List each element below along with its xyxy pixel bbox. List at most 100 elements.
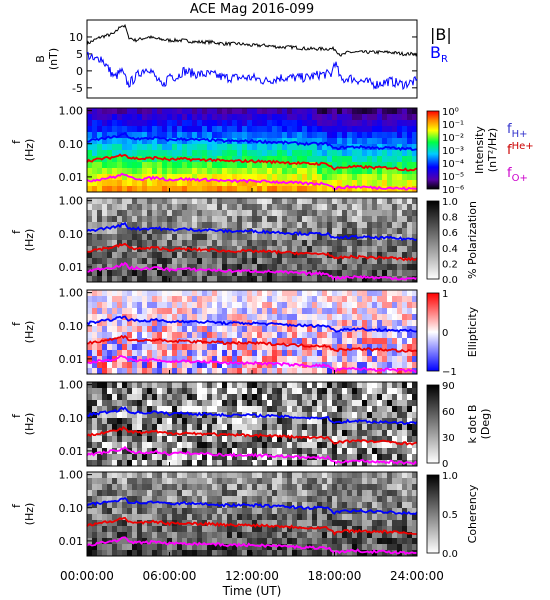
heatmap-cell: [177, 430, 183, 437]
heatmap-cell: [137, 114, 143, 121]
heatmap-cell: [332, 108, 338, 115]
heatmap-cell: [302, 258, 308, 265]
heatmap-cell: [137, 308, 143, 315]
heatmap-cell: [157, 436, 163, 443]
heatmap-cell: [332, 344, 338, 351]
heatmap-cell: [172, 526, 178, 533]
heatmap-cell: [97, 332, 103, 339]
heatmap-cell: [342, 174, 348, 181]
heatmap-cell: [227, 448, 233, 455]
heatmap-cell: [397, 362, 403, 369]
heatmap-cell: [122, 132, 128, 139]
heatmap-cell: [217, 144, 223, 151]
heatmap-cell: [112, 350, 118, 357]
heatmap-cell: [197, 502, 203, 509]
heatmap-cell: [277, 126, 283, 133]
heatmap-cell: [372, 240, 378, 247]
heatmap-cell: [412, 180, 418, 187]
heatmap-cell: [322, 550, 328, 557]
heatmap-cell: [257, 350, 263, 357]
heatmap-cell: [227, 382, 233, 389]
heatmap-cell: [257, 496, 263, 503]
heatmap-cell: [237, 314, 243, 321]
heatmap-cell: [162, 338, 168, 345]
heatmap-cell: [152, 258, 158, 265]
heatmap-cell: [397, 308, 403, 315]
heatmap-cell: [242, 520, 248, 527]
heatmap-cell: [292, 144, 298, 151]
heatmap-cell: [282, 502, 288, 509]
heatmap-cell: [142, 150, 148, 157]
heatmap-cell: [312, 532, 318, 539]
heatmap-cell: [337, 114, 343, 121]
heatmap-cell: [282, 144, 288, 151]
heatmap-cell: [137, 204, 143, 211]
heatmap-cell: [182, 168, 188, 175]
heatmap-cell: [297, 550, 303, 557]
heatmap-cell: [347, 174, 353, 181]
heatmap-cell: [222, 424, 228, 431]
heatmap-cell: [92, 302, 98, 309]
heatmap-cell: [382, 308, 388, 315]
heatmap-cell: [397, 302, 403, 309]
heatmap-cell: [142, 400, 148, 407]
heatmap-cell: [397, 180, 403, 187]
heatmap-cell: [412, 326, 418, 333]
heatmap-cell: [122, 290, 128, 297]
heatmap-cell: [117, 356, 123, 363]
heatmap-cell: [227, 290, 233, 297]
heatmap-cell: [307, 290, 313, 297]
heatmap-cell: [307, 424, 313, 431]
heatmap-cell: [342, 144, 348, 151]
heatmap-cell: [87, 216, 93, 223]
heatmap-cell: [102, 454, 108, 461]
b-y-tick-label: 0: [76, 65, 83, 78]
heatmap-cell: [382, 362, 388, 369]
heatmap-cell: [157, 544, 163, 551]
heatmap-cell: [107, 180, 113, 187]
heatmap-cell: [122, 320, 128, 327]
heatmap-cell: [242, 270, 248, 277]
heatmap-cell: [297, 186, 303, 193]
heatmap-cell: [367, 240, 373, 247]
heatmap-cell: [197, 204, 203, 211]
heatmap-cell: [172, 314, 178, 321]
heatmap-cell: [132, 252, 138, 259]
heatmap-cell: [112, 258, 118, 265]
heatmap-cell: [267, 290, 273, 297]
heatmap-cell: [407, 424, 413, 431]
heatmap-cell: [307, 472, 313, 479]
heatmap-cell: [287, 210, 293, 217]
heatmap-cell: [242, 478, 248, 485]
heatmap-cell: [297, 258, 303, 265]
heatmap-cell: [227, 538, 233, 545]
heatmap-cell: [337, 532, 343, 539]
heatmap-cell: [322, 490, 328, 497]
heatmap-cell: [167, 216, 173, 223]
heatmap-cell: [262, 168, 268, 175]
heatmap-cell: [297, 418, 303, 425]
heatmap-cell: [227, 144, 233, 151]
heatmap-cell: [227, 460, 233, 467]
heatmap-cell: [217, 252, 223, 259]
heatmap-cell: [192, 526, 198, 533]
heatmap-cell: [127, 424, 133, 431]
heatmap-cell: [257, 436, 263, 443]
heatmap-cell: [217, 150, 223, 157]
heatmap-cell: [117, 302, 123, 309]
heatmap-cell: [302, 150, 308, 157]
heatmap-cell: [102, 204, 108, 211]
heatmap-cell: [352, 478, 358, 485]
heatmap-cell: [282, 210, 288, 217]
heatmap-cell: [157, 204, 163, 211]
heatmap-cell: [282, 344, 288, 351]
heatmap-cell: [117, 382, 123, 389]
heatmap-cell: [247, 210, 253, 217]
heatmap-cell: [222, 478, 228, 485]
heatmap-cell: [412, 382, 418, 389]
heatmap-cell: [142, 222, 148, 229]
heatmap-cell: [277, 520, 283, 527]
heatmap-cell: [212, 496, 218, 503]
heatmap-cell: [117, 210, 123, 217]
heatmap-cell: [252, 490, 258, 497]
